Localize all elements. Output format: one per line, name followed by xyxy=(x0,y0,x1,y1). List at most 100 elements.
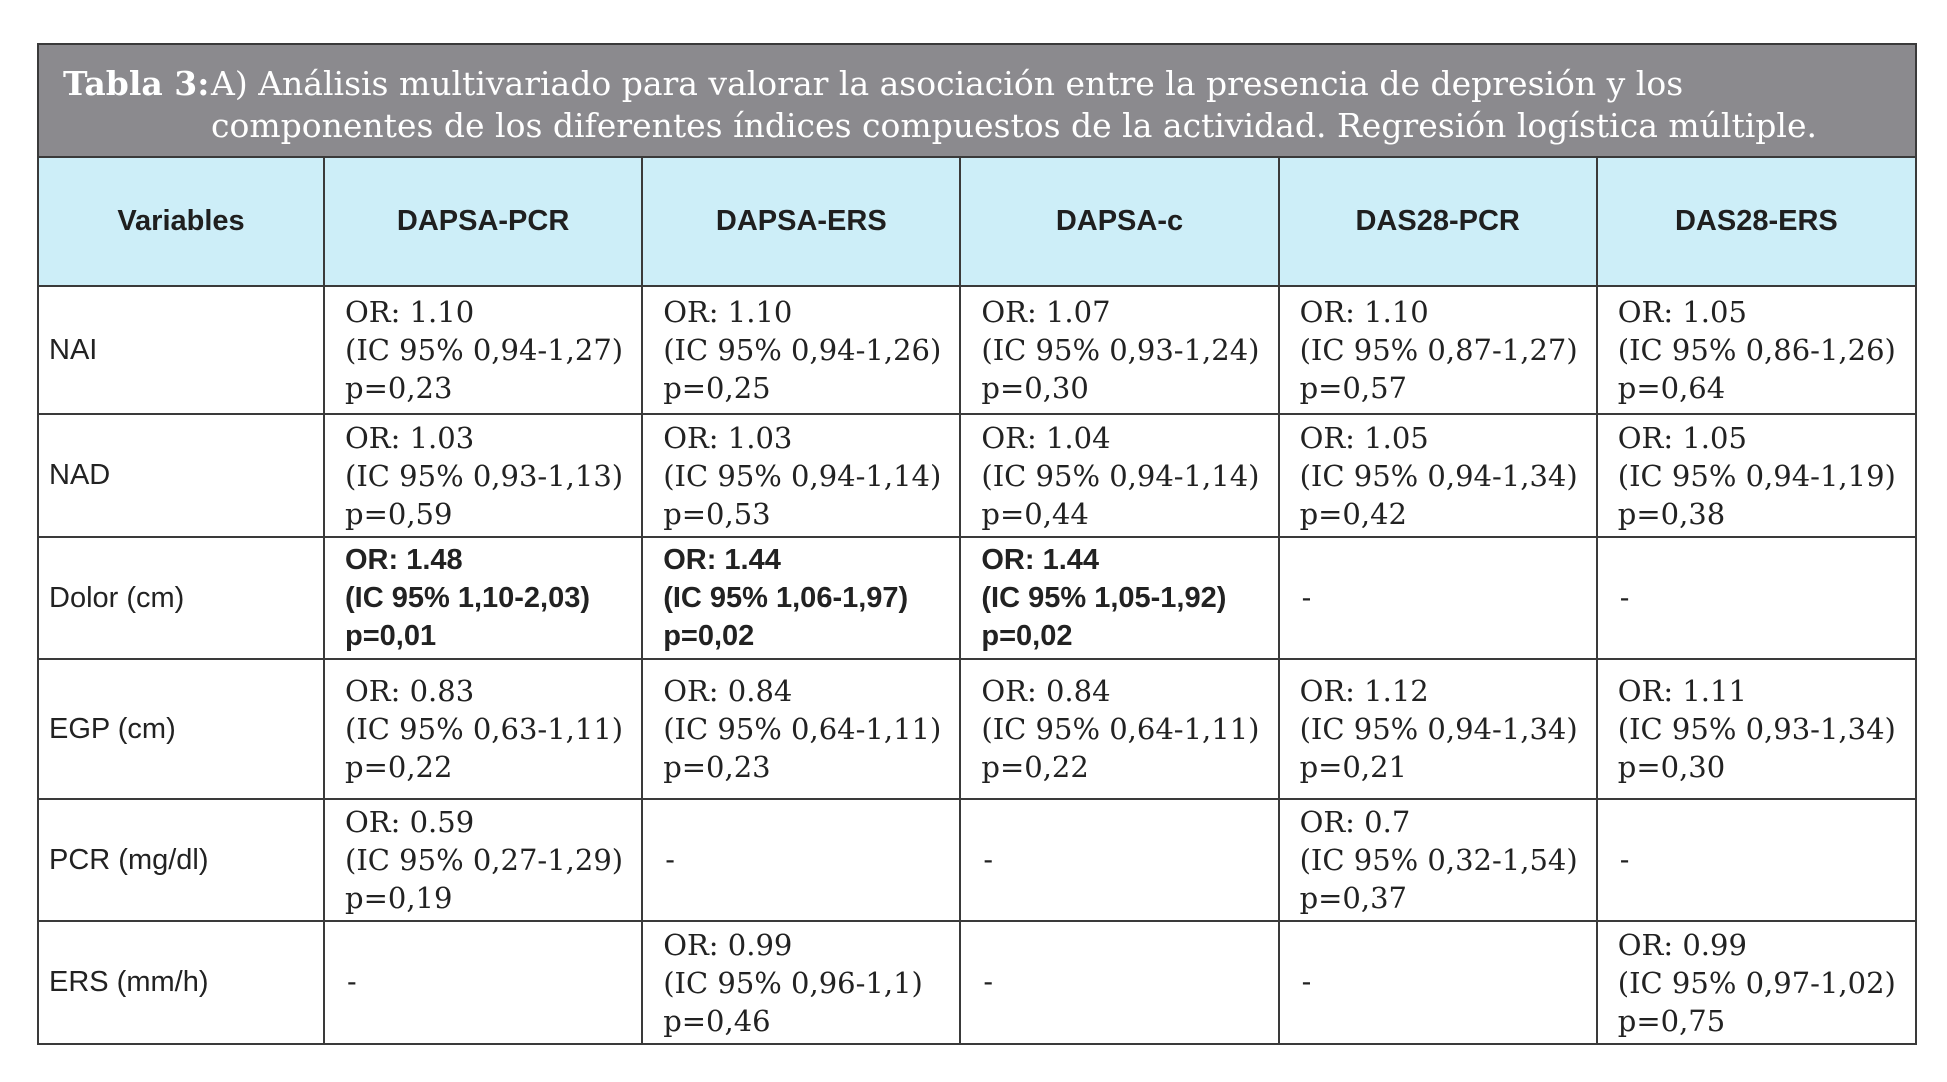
table-row: ERS (mm/h) - OR: 0.99 (IC 95% 0,96-1,1) p=0,… xyxy=(39,920,1915,1043)
p-value: p=0,42 xyxy=(1299,496,1407,531)
p-value: p=0,38 xyxy=(1617,496,1726,531)
empty-value-cell: - xyxy=(1595,798,1915,922)
results-table-frame: Tabla 3: A) Análisis multivariado para v… xyxy=(37,43,1917,1045)
result-cell: OR: 0.99 (IC 95% 0,97-1,02) p=0,75 xyxy=(1595,920,1915,1043)
odds-ratio: OR: 0.83 xyxy=(345,674,475,708)
p-value: p=0,02 xyxy=(981,620,1073,652)
variable-cell: PCR (mg/dl) xyxy=(39,798,325,922)
odds-ratio: OR: 0.84 xyxy=(981,674,1111,708)
odds-ratio: OR: 1.44 xyxy=(663,544,781,576)
caption-text: A) Análisis multivariado para valorar la… xyxy=(211,64,1817,145)
p-value: p=0,02 xyxy=(663,620,755,652)
p-value: p=0,25 xyxy=(663,371,771,405)
result-cell: OR: 0.7 (IC 95% 0,32-1,54) p=0,37 xyxy=(1277,798,1598,922)
result-cell: OR: 0.84 (IC 95% 0,64-1,11) p=0,22 xyxy=(959,658,1280,800)
empty-value-cell: - xyxy=(959,798,1280,922)
table-row: EGP (cm) OR: 0.83 (IC 95% 0,63-1,11) p=0,22… xyxy=(39,658,1915,800)
empty-value-cell: - xyxy=(1277,920,1598,1043)
caption-label: Tabla 3: xyxy=(63,64,210,103)
table-row: PCR (mg/dl) OR: 0.59 (IC 95% 0,27-1,29) p=0… xyxy=(39,798,1915,922)
significant-result-cell: OR: 1.44 (IC 95% 1,06-1,97) p=0,02 xyxy=(641,536,962,660)
p-value: p=0,53 xyxy=(663,496,771,531)
result-cell: OR: 1.10 (IC 95% 0,94-1,26) p=0,25 xyxy=(641,285,962,415)
odds-ratio: OR: 1.07 xyxy=(981,295,1111,329)
result-cell: OR: 0.84 (IC 95% 0,64-1,11) p=0,23 xyxy=(641,658,962,800)
confidence-interval: (IC 95% 0,94-1,34) xyxy=(1299,458,1578,493)
header-variables: Variables xyxy=(39,158,325,287)
p-value: p=0,30 xyxy=(981,371,1089,405)
odds-ratio: OR: 1.03 xyxy=(663,420,793,455)
result-cell: OR: 1.05 (IC 95% 0,86-1,26) p=0,64 xyxy=(1595,285,1915,415)
empty-value-cell: - xyxy=(1595,536,1915,660)
header-dapsa-c: DAPSA-c xyxy=(959,158,1280,287)
header-row: Variables DAPSA-PCR DAPSA-ERS DAPSA-c DA… xyxy=(39,158,1915,287)
result-cell: OR: 1.05 (IC 95% 0,94-1,19) p=0,38 xyxy=(1595,413,1915,538)
result-cell: OR: 1.05 (IC 95% 0,94-1,34) p=0,42 xyxy=(1277,413,1598,538)
p-value: p=0,37 xyxy=(1299,881,1407,915)
confidence-interval: (IC 95% 0,32-1,54) xyxy=(1299,843,1578,877)
result-cell: OR: 1.10 (IC 95% 0,94-1,27) p=0,23 xyxy=(322,285,644,415)
confidence-interval: (IC 95% 0,86-1,26) xyxy=(1617,333,1896,367)
confidence-interval: (IC 95% 0,94-1,14) xyxy=(663,458,942,493)
p-value: p=0,64 xyxy=(1617,371,1726,405)
variable-cell: ERS (mm/h) xyxy=(39,920,325,1043)
variable-cell: NAD xyxy=(39,413,325,538)
confidence-interval: (IC 95% 1,05-1,92) xyxy=(981,582,1227,614)
confidence-interval: (IC 95% 1,06-1,97) xyxy=(663,582,909,614)
odds-ratio: OR: 0.99 xyxy=(1617,927,1747,962)
confidence-interval: (IC 95% 1,10-2,03) xyxy=(345,582,591,614)
confidence-interval: (IC 95% 0,96-1,1) xyxy=(663,965,923,1000)
p-value: p=0,22 xyxy=(981,750,1089,784)
header-dapsa-ers: DAPSA-ERS xyxy=(641,158,962,287)
confidence-interval: (IC 95% 0,94-1,27) xyxy=(345,333,624,367)
result-cell: OR: 1.07 (IC 95% 0,93-1,24) p=0,30 xyxy=(959,285,1280,415)
result-cell: OR: 1.12 (IC 95% 0,94-1,34) p=0,21 xyxy=(1277,658,1598,800)
confidence-interval: (IC 95% 0,93-1,24) xyxy=(981,333,1260,367)
confidence-interval: (IC 95% 0,94-1,19) xyxy=(1617,458,1896,493)
odds-ratio: OR: 1.04 xyxy=(981,420,1111,455)
result-cell: OR: 1.03 (IC 95% 0,94-1,14) p=0,53 xyxy=(641,413,962,538)
empty-value-cell: - xyxy=(1277,536,1598,660)
odds-ratio: OR: 0.7 xyxy=(1299,805,1411,839)
confidence-interval: (IC 95% 0,93-1,13) xyxy=(345,458,624,493)
confidence-interval: (IC 95% 0,94-1,26) xyxy=(663,333,942,367)
confidence-interval: (IC 95% 0,63-1,11) xyxy=(345,712,624,746)
confidence-interval: (IC 95% 0,27-1,29) xyxy=(345,843,624,877)
odds-ratio: OR: 1.05 xyxy=(1617,295,1747,329)
header-das28-ers: DAS28-ERS xyxy=(1595,158,1915,287)
confidence-interval: (IC 95% 0,64-1,11) xyxy=(663,712,942,746)
p-value: p=0,22 xyxy=(345,750,453,784)
confidence-interval: (IC 95% 0,87-1,27) xyxy=(1299,333,1578,367)
table-body: NAI OR: 1.10 (IC 95% 0,94-1,27) p=0,23 OR: 1… xyxy=(39,285,1915,1043)
result-cell: OR: 1.10 (IC 95% 0,87-1,27) p=0,57 xyxy=(1277,285,1598,415)
table-row: NAD OR: 1.03 (IC 95% 0,93-1,13) p=0,59 OR: 1… xyxy=(39,413,1915,538)
confidence-interval: (IC 95% 0,94-1,14) xyxy=(981,458,1260,493)
p-value: p=0,30 xyxy=(1617,750,1726,784)
odds-ratio: OR: 0.99 xyxy=(663,927,793,962)
p-value: p=0,46 xyxy=(663,1003,771,1038)
odds-ratio: OR: 1.12 xyxy=(1299,674,1429,708)
odds-ratio: OR: 1.05 xyxy=(1617,420,1747,455)
result-cell: OR: 0.99 (IC 95% 0,96-1,1) p=0,46 xyxy=(641,920,962,1043)
odds-ratio: OR: 1.03 xyxy=(345,420,475,455)
significant-result-cell: OR: 1.48 (IC 95% 1,10-2,03) p=0,01 xyxy=(322,536,644,660)
confidence-interval: (IC 95% 0,93-1,34) xyxy=(1617,712,1896,746)
header-dapsa-pcr: DAPSA-PCR xyxy=(322,158,644,287)
empty-value-cell: - xyxy=(322,920,644,1043)
odds-ratio: OR: 1.11 xyxy=(1617,674,1747,708)
odds-ratio: OR: 1.48 xyxy=(345,544,463,576)
result-cell: OR: 0.83 (IC 95% 0,63-1,11) p=0,22 xyxy=(322,658,644,800)
p-value: p=0,75 xyxy=(1617,1003,1726,1038)
odds-ratio: OR: 1.10 xyxy=(663,295,793,329)
confidence-interval: (IC 95% 0,94-1,34) xyxy=(1299,712,1578,746)
odds-ratio: OR: 1.05 xyxy=(1299,420,1429,455)
significant-result-cell: OR: 1.44 (IC 95% 1,05-1,92) p=0,02 xyxy=(959,536,1280,660)
p-value: p=0,01 xyxy=(345,620,437,652)
table-row: Dolor (cm) OR: 1.48 (IC 95% 1,10-2,03) p=0,… xyxy=(39,536,1915,660)
p-value: p=0,23 xyxy=(345,371,453,405)
p-value: p=0,44 xyxy=(981,496,1089,531)
confidence-interval: (IC 95% 0,64-1,11) xyxy=(981,712,1260,746)
table-row: NAI OR: 1.10 (IC 95% 0,94-1,27) p=0,23 OR: 1… xyxy=(39,285,1915,415)
p-value: p=0,57 xyxy=(1299,371,1407,405)
odds-ratio: OR: 1.44 xyxy=(981,544,1100,576)
